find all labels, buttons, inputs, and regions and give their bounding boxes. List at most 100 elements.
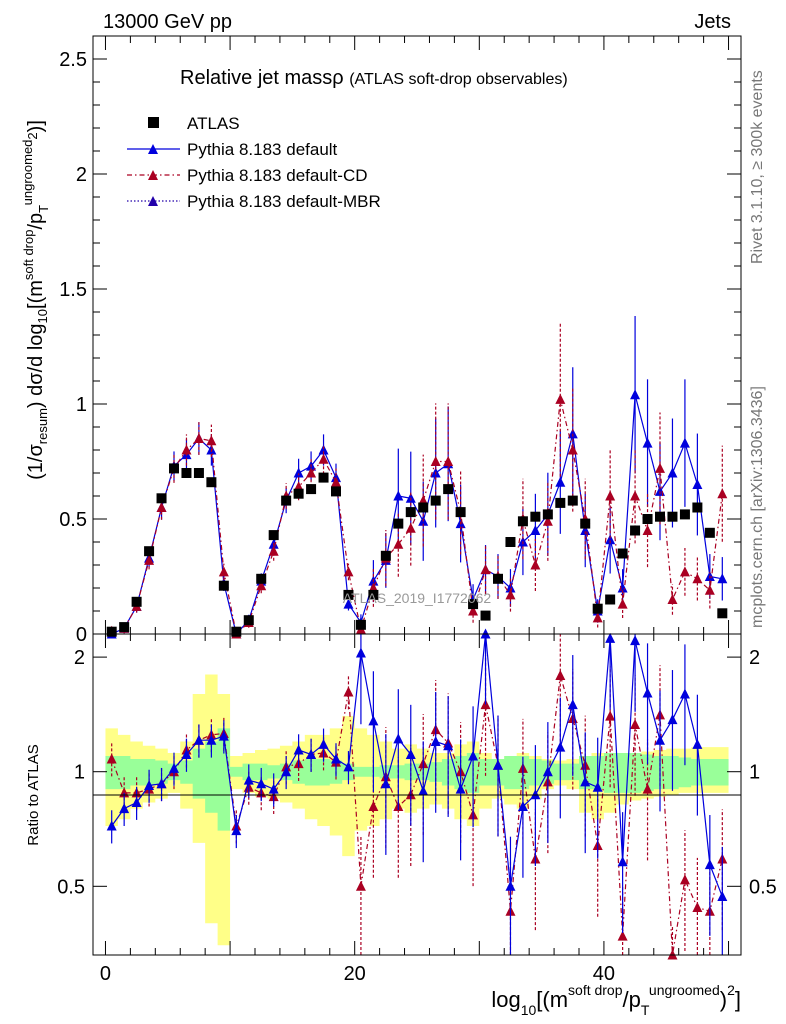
- ratio-point: [617, 930, 628, 941]
- legend-mbr-label: Pythia 8.183 default-MBR: [187, 192, 381, 211]
- y-axis-label-top: (1/σresum) dσ/d log10[(msoft drop/pTungr…: [20, 120, 51, 480]
- ratio-point: [667, 714, 678, 725]
- atlas-point: [617, 548, 628, 559]
- ratio-point: [380, 778, 391, 789]
- ratio-point: [343, 686, 354, 697]
- ratio-point: [218, 730, 229, 741]
- series-line-1: [111, 394, 723, 636]
- ratio-point: [169, 762, 179, 773]
- ratio-point: [405, 748, 416, 759]
- ratio-point: [131, 797, 142, 808]
- ratio-point: [642, 783, 653, 794]
- atlas-point: [717, 608, 728, 619]
- data-point: [480, 564, 491, 575]
- data-point: [630, 389, 641, 400]
- ratio-point: [580, 776, 591, 787]
- atlas-point: [517, 516, 528, 527]
- atlas-point: [293, 488, 304, 499]
- atlas-point: [231, 626, 242, 637]
- data-point: [717, 488, 728, 499]
- atlas-point: [281, 495, 292, 506]
- atlas-point: [655, 511, 665, 522]
- atlas-point: [131, 596, 142, 607]
- data-point: [193, 433, 204, 443]
- ratio-point: [318, 738, 329, 749]
- atlas-point: [169, 463, 179, 474]
- ratio-point: [355, 647, 366, 658]
- ratio-outer-band: [105, 674, 729, 946]
- ratio-point: [268, 783, 279, 794]
- data-point: [318, 453, 329, 464]
- ratio-point: [181, 748, 192, 759]
- ratio-point: [605, 710, 616, 721]
- rivet-version: Rivet 3.1.10, ≥ 300k events: [749, 70, 766, 264]
- ratio-point: [605, 632, 616, 643]
- data-point: [505, 582, 516, 593]
- ratio-point: [106, 820, 117, 831]
- legend-default-marker: [148, 144, 158, 154]
- ratio-point: [655, 734, 665, 745]
- ratio-point: [193, 734, 204, 745]
- ratio-point: [555, 741, 566, 752]
- ratio-panel-series: [106, 628, 728, 960]
- atlas-point: [380, 550, 391, 561]
- ratio-point: [679, 874, 690, 885]
- data-point: [667, 594, 678, 604]
- atlas-point: [393, 518, 404, 529]
- ratio-point: [293, 744, 304, 755]
- data-point: [443, 456, 454, 466]
- data-point: [218, 566, 229, 577]
- y-tick-label-ratio-right: 0.5: [749, 876, 777, 898]
- atlas-point: [418, 502, 429, 513]
- ratio-point: [206, 734, 217, 745]
- atlas-point: [331, 486, 341, 497]
- y-tick-label-top: 1.5: [59, 279, 87, 301]
- data-point: [343, 598, 354, 609]
- x-tick-label: 40: [593, 963, 615, 985]
- data-point: [530, 525, 541, 535]
- data-point: [530, 559, 541, 570]
- ratio-point: [505, 880, 516, 891]
- atlas-point: [493, 573, 503, 584]
- ratio-point: [343, 761, 354, 772]
- analysis-watermark: ATLAS_2019_I1772062: [343, 590, 492, 606]
- y-tick-label-ratio: 1: [74, 762, 85, 784]
- ratio-point: [493, 759, 503, 770]
- y-tick-label-top: 0: [76, 624, 87, 646]
- atlas-point: [368, 589, 379, 600]
- ratio-point: [542, 766, 553, 777]
- data-point: [692, 479, 703, 489]
- ratio-point: [368, 715, 379, 726]
- ratio-point: [106, 753, 117, 764]
- legend-atlas-label: ATLAS: [187, 114, 240, 133]
- ratio-point: [630, 635, 641, 646]
- x-tick-label: 0: [100, 963, 111, 985]
- data-point: [430, 456, 441, 466]
- x-tick-label: 20: [344, 963, 366, 985]
- ratio-point: [331, 753, 341, 764]
- atlas-point: [218, 580, 229, 591]
- atlas-point: [268, 530, 279, 541]
- data-point: [642, 525, 653, 535]
- axis-ticks: 00.511.522.50.5 0.51 12 20 20 40: [57, 36, 777, 985]
- data-point: [679, 437, 690, 448]
- atlas-point: [193, 468, 204, 478]
- data-point: [679, 566, 690, 577]
- legend-mbr-marker: [148, 196, 158, 206]
- atlas-point: [567, 495, 578, 506]
- ratio-point: [517, 801, 528, 812]
- atlas-point: [592, 603, 603, 614]
- ratio-point: [355, 880, 366, 891]
- atlas-point: [243, 615, 254, 626]
- atlas-point: [144, 546, 155, 557]
- atlas-point: [580, 518, 591, 529]
- atlas-point: [405, 507, 416, 518]
- ratio-point: [717, 891, 728, 902]
- data-point: [393, 490, 404, 501]
- y-tick-label-ratio: 2: [74, 647, 85, 669]
- atlas-point: [181, 468, 192, 478]
- y-tick-label-top: 2.5: [59, 49, 87, 71]
- data-point: [156, 502, 167, 512]
- legend: Relative jet massρ (ATLAS soft-drop obse…: [127, 67, 568, 211]
- ratio-point: [443, 740, 454, 751]
